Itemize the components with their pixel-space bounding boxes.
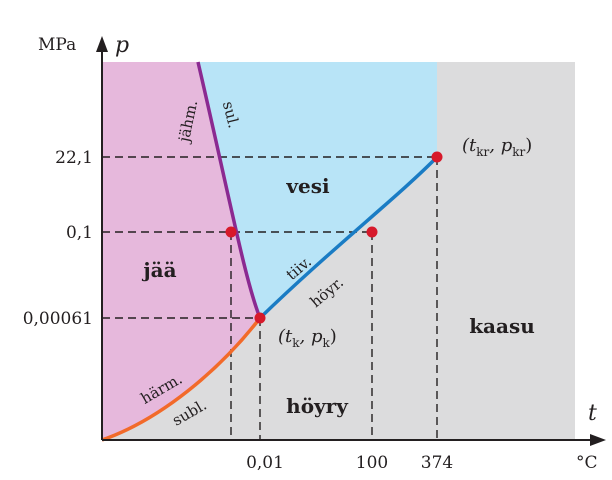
region-label-ice: jää: [141, 258, 176, 282]
region-label-gas: kaasu: [469, 314, 535, 338]
region-label-vapour: höyry: [286, 394, 349, 418]
guide-lines: [102, 156, 438, 440]
vaporization-curve: [258, 155, 439, 320]
x-axis-arrow-icon: [590, 434, 606, 446]
x-axis-label: t: [588, 401, 597, 426]
point-critical: [431, 151, 443, 163]
water-region: [198, 62, 437, 318]
y-tick-triple: 0,00061: [23, 309, 93, 329]
x-unit-label: °C: [576, 453, 598, 473]
label-triple-point: (tk, pk): [278, 326, 337, 350]
point-triple: [254, 312, 266, 324]
point-normal-melting: [225, 226, 237, 238]
sublimation-curve: [101, 316, 262, 442]
x-tick-boil: 100: [356, 453, 388, 473]
region-label-water: vesi: [285, 174, 330, 198]
point-normal-boiling: [366, 226, 378, 238]
y-tick-critical: 22,1: [55, 148, 93, 168]
fusion-label-melt: sul.: [219, 100, 243, 130]
y-axis-label: p: [115, 33, 129, 58]
label-critical-point: (tkr, pkr): [462, 135, 532, 159]
x-tick-triple: 0,01: [246, 453, 284, 473]
y-unit-label: MPa: [38, 35, 76, 55]
x-tick-critical: 374: [421, 453, 453, 473]
fusion-curve: [196, 61, 262, 319]
y-axis-arrow-icon: [96, 36, 108, 52]
y-tick-atm: 0,1: [66, 223, 93, 243]
